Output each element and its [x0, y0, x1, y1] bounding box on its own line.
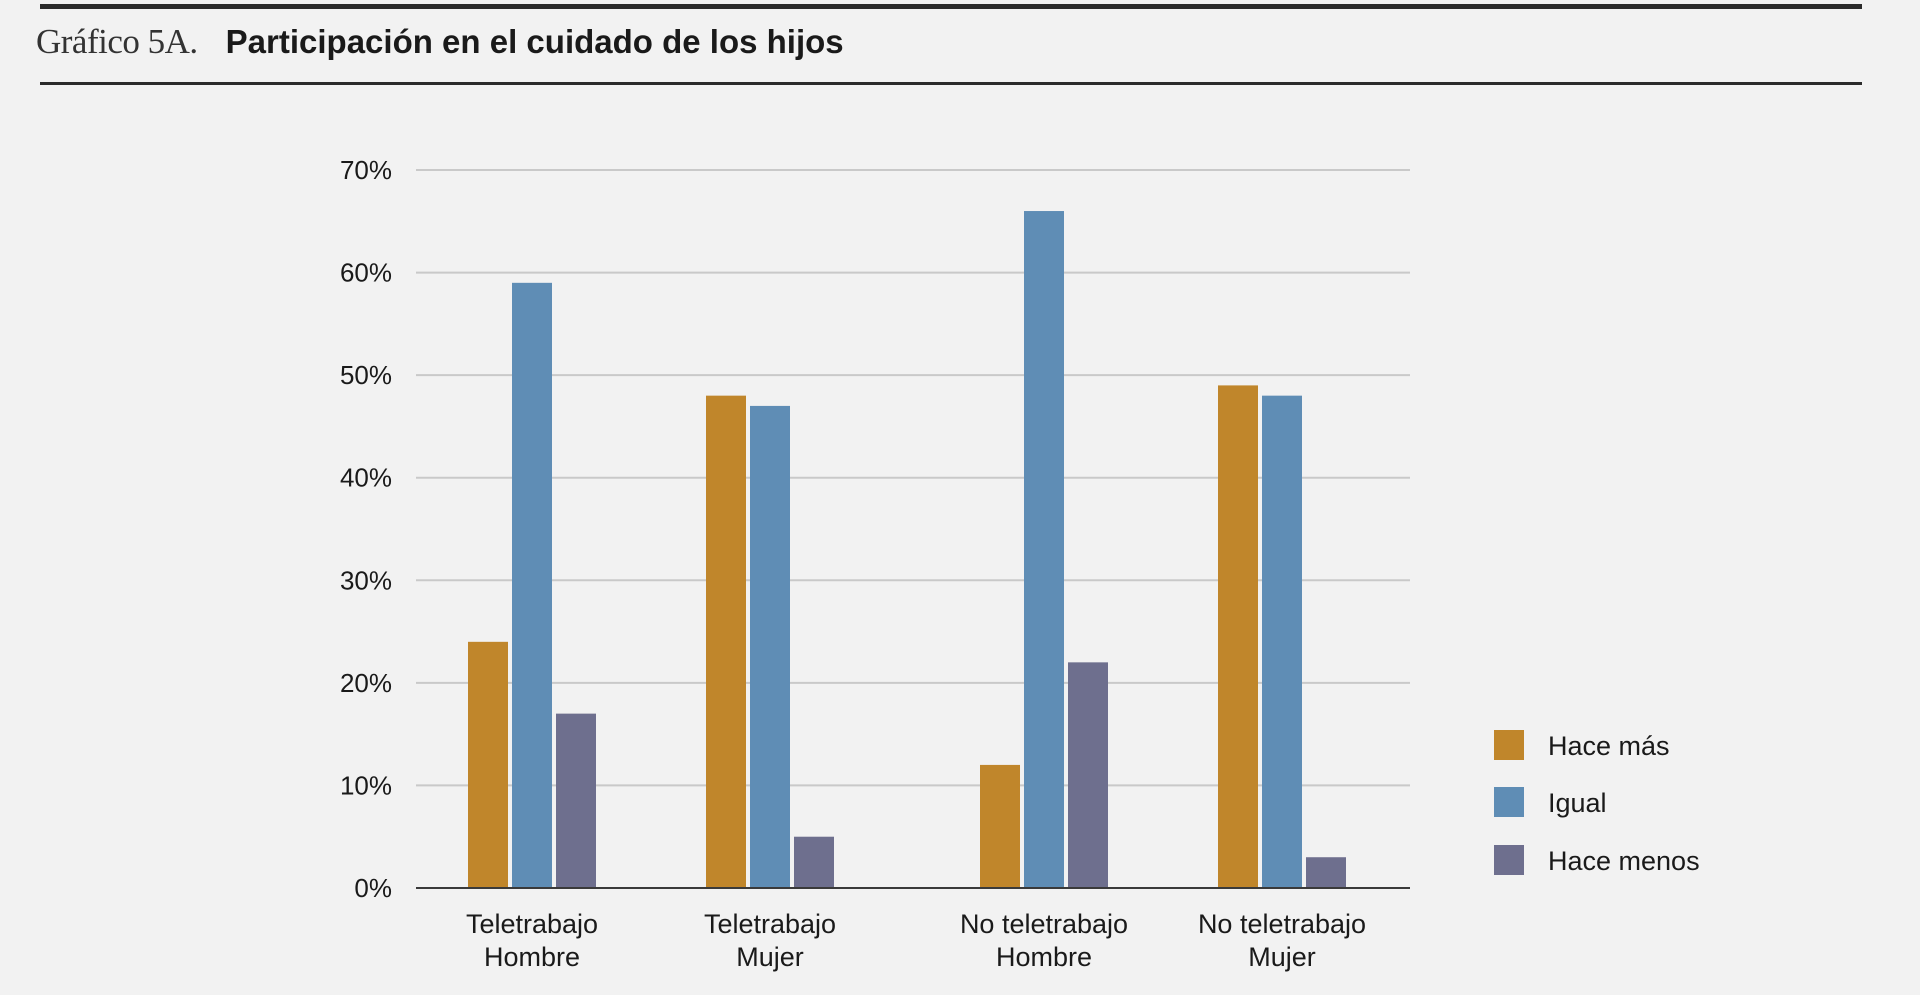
- figure-label: Gráfico 5A.: [36, 22, 198, 61]
- bar-igual: [512, 282, 552, 888]
- legend-swatch: [1494, 787, 1524, 817]
- bar-hace-m-s: [706, 395, 746, 888]
- heading-rule: [40, 82, 1862, 85]
- bar-igual: [1024, 211, 1064, 888]
- y-tick-label: 60%: [340, 258, 392, 288]
- gridlines: [416, 169, 1410, 787]
- bar-hace-menos: [794, 836, 834, 888]
- y-tick-label: 50%: [340, 360, 392, 390]
- top-rule: [40, 4, 1862, 9]
- bar-hace-m-s: [1218, 385, 1258, 888]
- chart-heading: Gráfico 5A. Participación en el cuidado …: [36, 22, 844, 72]
- y-tick-label: 20%: [340, 668, 392, 698]
- x-category-label: Mujer: [736, 942, 804, 972]
- x-category-label: Mujer: [1248, 942, 1316, 972]
- legend-label: Hace menos: [1548, 846, 1700, 876]
- x-category-label: Teletrabajo: [704, 909, 836, 939]
- legend-label: Igual: [1548, 788, 1607, 818]
- x-category-label: No teletrabajo: [1198, 909, 1366, 939]
- bar-igual: [1262, 395, 1302, 888]
- bar-hace-menos: [1068, 662, 1108, 888]
- x-category-label: Hombre: [484, 942, 580, 972]
- chart-title: Participación en el cuidado de los hijos: [225, 23, 844, 60]
- x-category-label: No teletrabajo: [960, 909, 1128, 939]
- y-tick-label: 10%: [340, 770, 392, 800]
- y-tick-label: 70%: [340, 155, 392, 185]
- bars: [468, 211, 1346, 888]
- y-tick-label: 0%: [354, 873, 392, 903]
- bar-hace-menos: [556, 713, 596, 888]
- bar-hace-m-s: [468, 641, 508, 888]
- bar-hace-menos: [1306, 857, 1346, 888]
- bar-hace-m-s: [980, 764, 1020, 888]
- y-tick-label: 40%: [340, 463, 392, 493]
- y-axis-ticks: 0% 10% 20% 30% 40% 50% 60% 70%: [340, 155, 392, 903]
- legend-label: Hace más: [1548, 731, 1670, 761]
- bar-igual: [750, 405, 790, 888]
- legend-swatch: [1494, 845, 1524, 875]
- x-category-label: Hombre: [996, 942, 1092, 972]
- legend: Hace más Igual Hace menos: [1494, 730, 1700, 876]
- legend-swatch: [1494, 730, 1524, 760]
- y-tick-label: 30%: [340, 565, 392, 595]
- x-category-label: Teletrabajo: [466, 909, 598, 939]
